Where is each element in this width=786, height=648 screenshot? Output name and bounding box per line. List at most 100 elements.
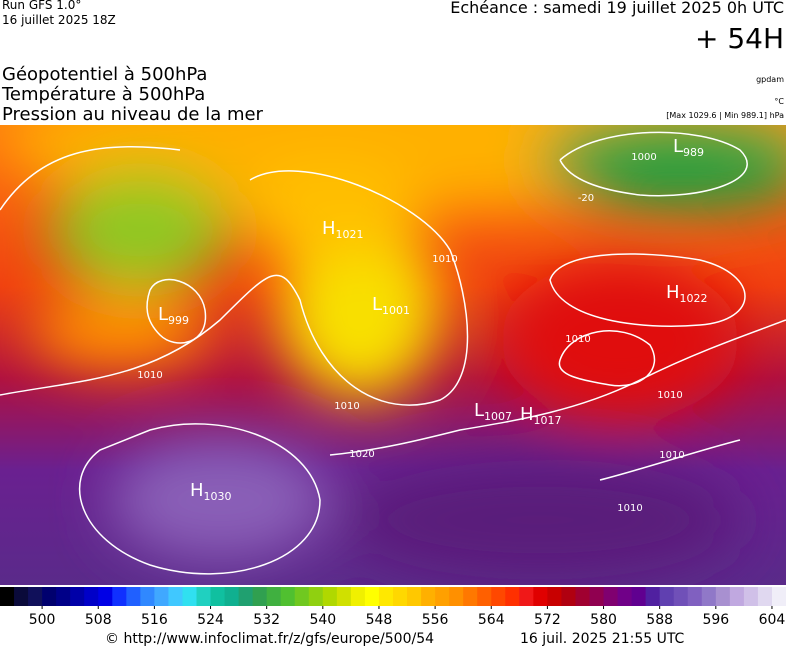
footer-source: © http://www.infoclimat.fr/z/gfs/europe/…	[105, 631, 434, 647]
colorbar-swatch	[463, 587, 478, 606]
map-title: Géopotentiel à 500hPa	[2, 64, 207, 85]
lead-time: + 54H	[695, 22, 784, 55]
pressure-center: L989	[673, 136, 704, 159]
colorbar-swatch	[645, 587, 661, 606]
run-label: Run GFS 1.0°	[2, 0, 81, 12]
center-letter: H	[666, 282, 680, 303]
colorbar-swatch	[56, 587, 71, 606]
colorbar-swatch	[603, 587, 619, 606]
colorbar-swatch	[715, 587, 731, 606]
colorbar-swatch	[140, 587, 155, 606]
colorbar-tick-label: 548	[366, 612, 393, 628]
colorbar-tick-label: 556	[422, 612, 449, 628]
colorbar-swatch	[0, 587, 15, 606]
colorbar-swatch	[673, 587, 689, 606]
colorbar-swatch	[491, 587, 506, 606]
pressure-center: L999	[158, 304, 189, 327]
colorbar-swatch	[112, 587, 127, 606]
colorbar-swatch	[322, 587, 338, 606]
contour-label: 1010	[334, 401, 359, 412]
center-value: 1021	[336, 228, 364, 241]
unit-label: °C	[774, 97, 784, 106]
colorbar-swatch	[196, 587, 212, 606]
colorbar-swatch	[659, 587, 675, 606]
colorbar-swatch	[477, 587, 492, 606]
colorbar-tick-label: 500	[29, 612, 56, 628]
pressure-center: L1007	[474, 400, 512, 423]
colorbar-swatch	[589, 587, 605, 606]
colorbar-swatch	[364, 587, 380, 606]
colorbar-swatch	[154, 587, 169, 606]
colorbar-swatch	[308, 587, 324, 606]
map-field	[0, 125, 786, 585]
colorbar-tick-label: 588	[646, 612, 673, 628]
colorbar-swatch	[407, 587, 422, 606]
colorbar-tick-label: 596	[702, 612, 729, 628]
center-letter: H	[322, 218, 336, 239]
colorbar-swatch	[771, 587, 786, 606]
colorbar-swatch	[617, 587, 633, 606]
colorbar-swatch	[505, 587, 520, 606]
pressure-center: H1021	[322, 218, 364, 241]
map-title: Température à 500hPa	[1, 84, 205, 105]
center-letter: L	[158, 304, 168, 325]
colorbar-tick-label: 580	[590, 612, 617, 628]
colorbar-swatch	[266, 587, 282, 606]
colorbar-swatch	[575, 587, 590, 606]
contour-label: 1010	[617, 503, 642, 514]
colorbar-swatch	[336, 587, 352, 606]
colorbar-tick-label: 524	[197, 612, 224, 628]
colorbar-swatch	[182, 587, 197, 606]
center-value: 1001	[382, 304, 410, 317]
colorbar-swatch	[14, 587, 29, 606]
pressure-center: H1030	[190, 480, 232, 503]
center-value: 1030	[204, 490, 232, 503]
center-letter: H	[190, 480, 204, 501]
colorbar-swatch	[98, 587, 113, 606]
colorbar-swatch	[210, 587, 226, 606]
colorbar-tick-label: 516	[141, 612, 168, 628]
colorbar-swatch	[393, 587, 408, 606]
colorbar-swatch	[519, 587, 534, 606]
unit-label: gpdam	[756, 75, 784, 84]
center-value: 989	[683, 146, 704, 159]
pressure-center: H1022	[666, 282, 708, 305]
contour-label: 1010	[137, 370, 162, 381]
contour-label: 1020	[349, 449, 374, 460]
colorbar-tick-label: 604	[759, 612, 786, 628]
colorbar-swatch	[294, 587, 310, 606]
colorbar-swatch	[533, 587, 548, 606]
center-value: 1022	[680, 292, 708, 305]
colorbar-tick-label: 572	[534, 612, 561, 628]
contour-label: 1010	[432, 254, 457, 265]
colorbar-swatch	[350, 587, 366, 606]
contour-label: 1010	[657, 390, 682, 401]
colorbar-swatch	[168, 587, 183, 606]
colorbar-swatch	[126, 587, 141, 606]
colorbar-tick-label: 508	[85, 612, 112, 628]
colorbar-swatch	[70, 587, 85, 606]
unit-label: [Max 1029.6 | Min 989.1] hPa	[666, 111, 784, 120]
colorbar-swatch	[435, 587, 450, 606]
center-letter: L	[372, 294, 382, 315]
contour-label: 1010	[659, 450, 684, 461]
center-letter: L	[673, 136, 683, 157]
colorbar-swatch	[757, 587, 773, 606]
contour-label: -20	[578, 193, 594, 204]
colorbar-swatch	[84, 587, 99, 606]
colorbar-swatch	[28, 587, 43, 606]
colorbar-swatch	[252, 587, 268, 606]
colorbar: 500 508 516 524 532 540 548 556 564 572 580 588 596 6…	[0, 587, 786, 628]
center-letter: L	[474, 400, 484, 421]
colorbar-tick-label: 540	[309, 612, 336, 628]
isobars	[0, 131, 786, 575]
colorbar-swatch	[701, 587, 717, 606]
colorbar-swatch	[547, 587, 562, 606]
colorbar-swatch	[687, 587, 703, 606]
colorbar-swatch	[729, 587, 745, 606]
colorbar-swatch	[449, 587, 464, 606]
pressure-center: H1017	[520, 404, 562, 427]
colorbar-swatch	[378, 587, 394, 606]
colorbar-swatch	[631, 587, 647, 606]
